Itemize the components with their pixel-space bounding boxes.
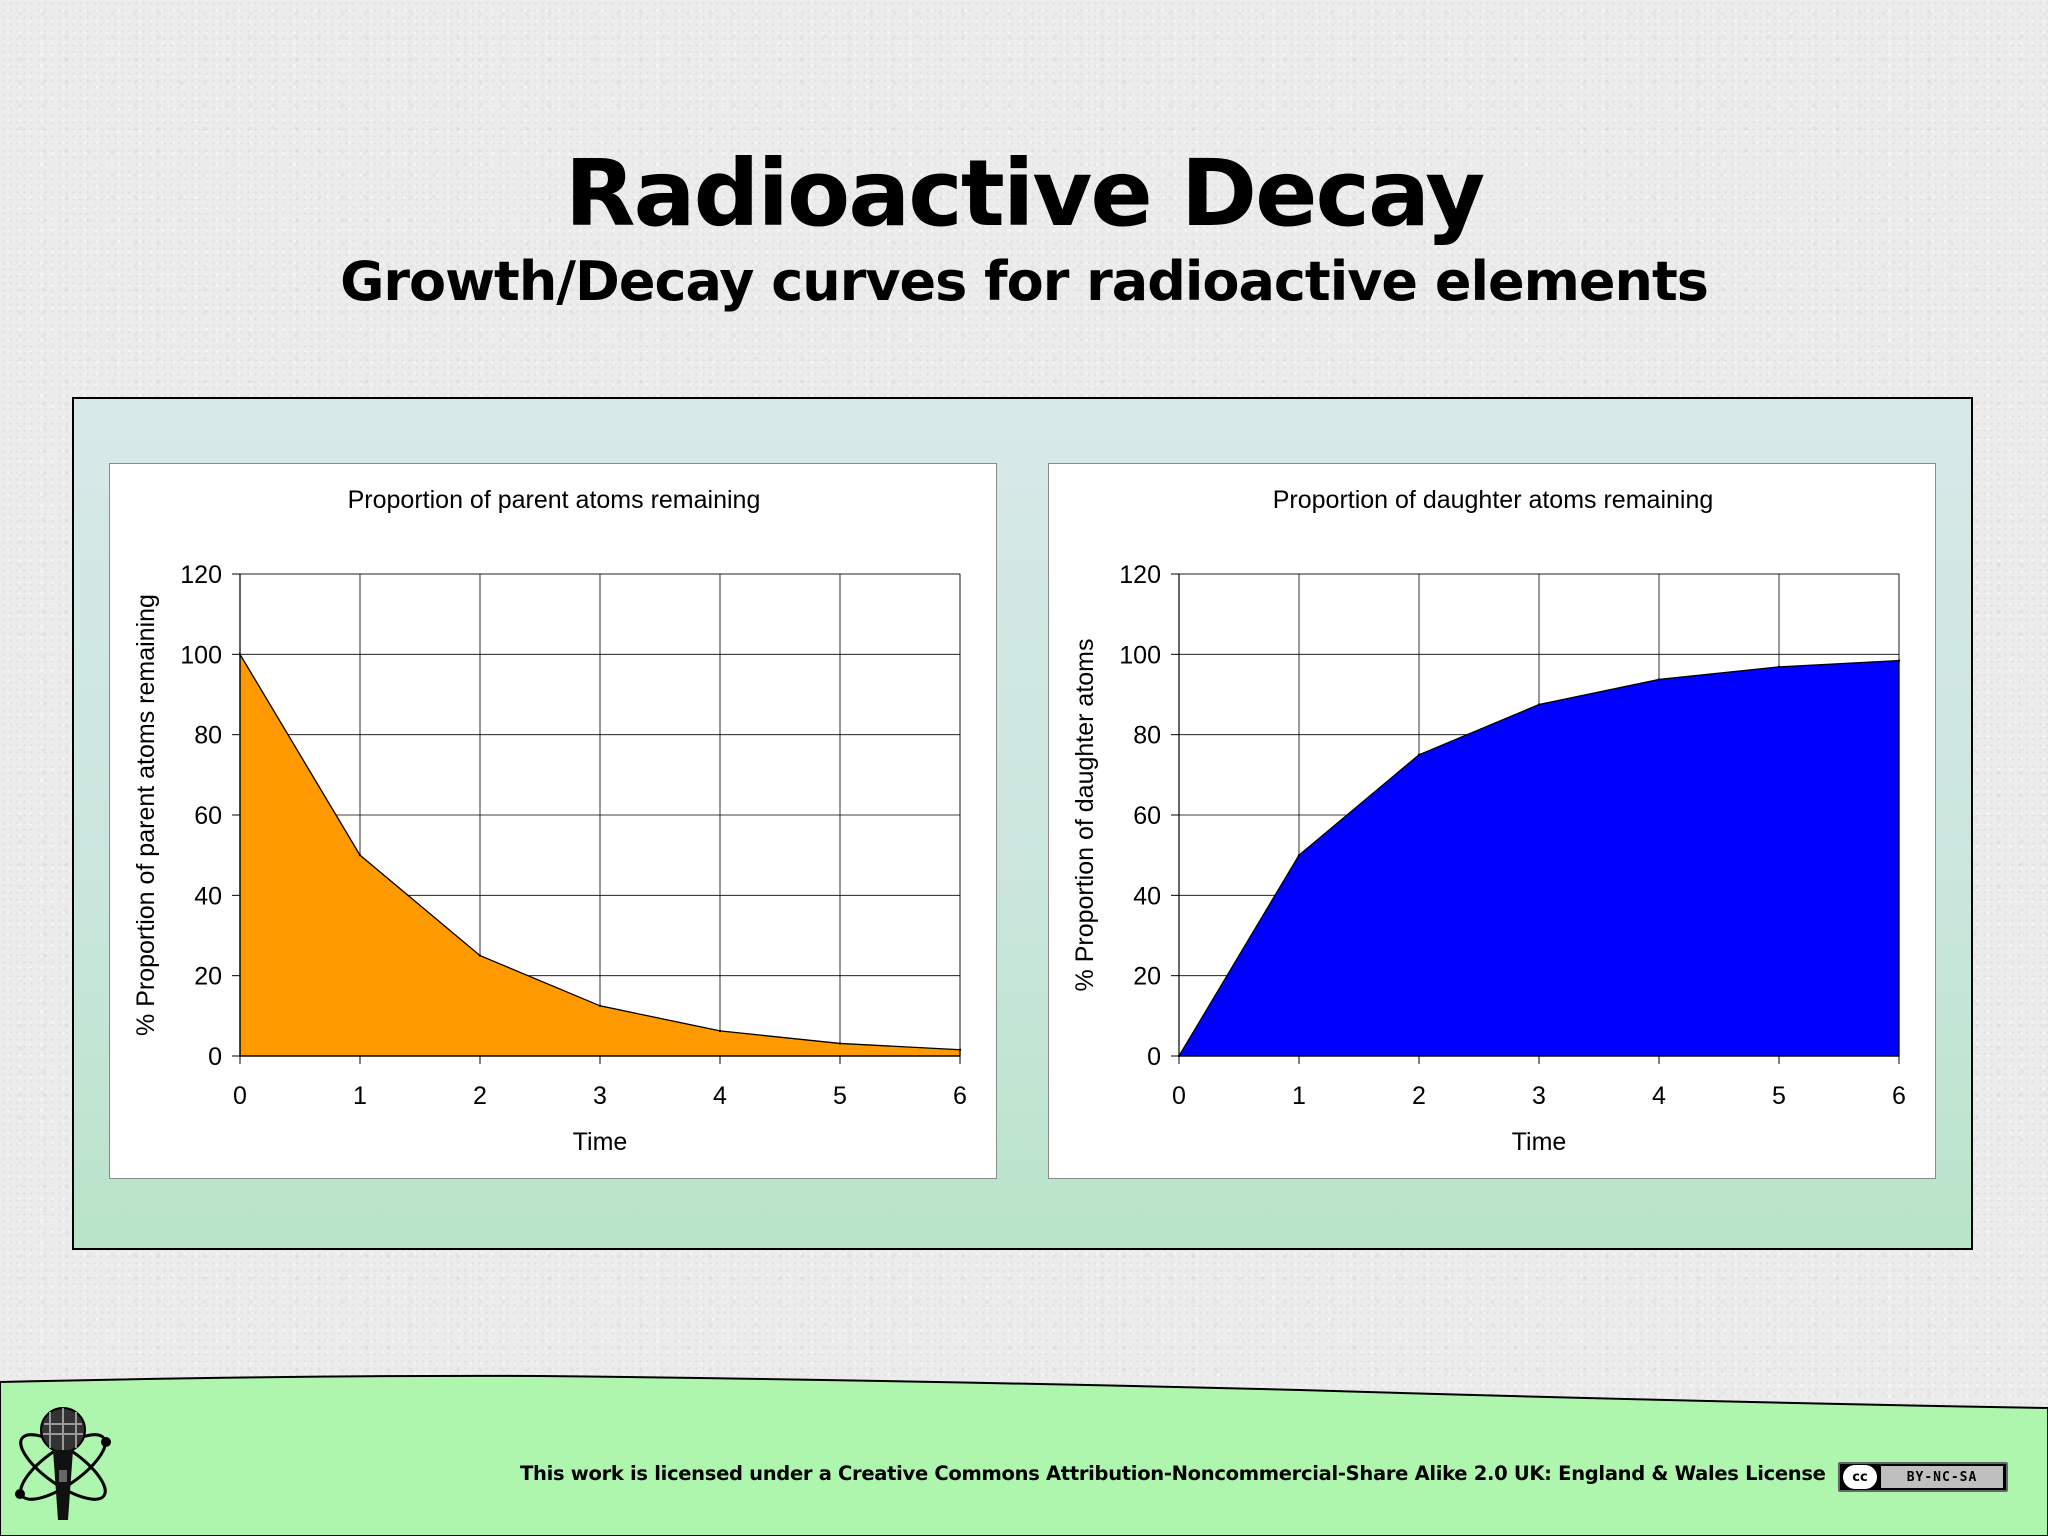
slide-title: Radioactive Decay (564, 140, 1486, 247)
parent-x-tick-label: 3 (593, 1082, 607, 1110)
parent-x-tick-label: 4 (713, 1082, 727, 1110)
parent-y-tick-label: 20 (194, 963, 222, 991)
daughter-y-tick-label: 0 (1147, 1043, 1161, 1071)
license-text[interactable]: This work is licensed under a Creative C… (520, 1462, 1826, 1485)
parent-data-point (598, 1004, 602, 1007)
parent-y-axis-label: % Proportion of parent atoms remaining (132, 594, 160, 1036)
cc-terms: BY-NC-SA (1881, 1466, 2003, 1488)
parent-y-tick-label: 100 (180, 641, 222, 669)
daughter-x-tick-label: 0 (1172, 1082, 1186, 1110)
daughter-data-point (1777, 665, 1781, 669)
cc-license-badge[interactable]: cc BY-NC-SA (1838, 1462, 2008, 1492)
daughter-y-tick-label: 60 (1133, 802, 1161, 830)
footer-band (0, 1370, 2048, 1536)
daughter-y-tick-label: 40 (1133, 882, 1161, 910)
parent-chart-svg: Proportion of parent atoms remaining0204… (132, 486, 967, 1156)
atom-microphone-icon (15, 1407, 111, 1520)
daughter-y-axis-label: % Proportion of daughter atoms (1071, 639, 1099, 992)
daughter-data-point (1417, 753, 1421, 756)
parent-chart: Proportion of parent atoms remaining 0 20 4… (109, 463, 997, 1179)
parent-area-series (239, 651, 961, 1057)
daughter-y-tick-label: 120 (1119, 561, 1161, 589)
daughter-x-tick-label: 1 (1292, 1082, 1306, 1110)
daughter-x-tick-label: 4 (1652, 1082, 1666, 1110)
daughter-x-tick-label: 2 (1412, 1082, 1426, 1110)
footer-wave (0, 1374, 2048, 1536)
parent-x-tick-label: 6 (953, 1082, 967, 1110)
daughter-data-point (1657, 678, 1661, 681)
daughter-chart-title: Proportion of daughter atoms remaining (1273, 486, 1714, 514)
parent-x-tick-label: 0 (233, 1082, 247, 1110)
parent-data-point (358, 853, 362, 857)
daughter-x-tick-label: 3 (1532, 1082, 1546, 1110)
slide-subtitle: Growth/Decay curves for radioactive elem… (340, 250, 1709, 313)
parent-y-tick-label: 80 (194, 722, 222, 750)
parent-chart-title: Proportion of parent atoms remaining (348, 486, 761, 514)
parent-y-tick-label: 0 (208, 1043, 222, 1071)
parent-y-tick-label: 60 (194, 802, 222, 830)
daughter-y-tick-label: 20 (1133, 963, 1161, 991)
parent-x-axis-label: Time (573, 1128, 628, 1156)
parent-y-tick-label: 120 (180, 561, 222, 589)
daughter-x-tick-label: 6 (1892, 1082, 1906, 1110)
parent-x-tick-label: 1 (353, 1082, 367, 1110)
parent-x-tick-label: 5 (833, 1082, 847, 1110)
daughter-data-point (1297, 853, 1301, 857)
daughter-x-axis-label: Time (1512, 1128, 1567, 1156)
daughter-y-tick-label: 100 (1119, 641, 1161, 669)
parent-data-point (478, 954, 482, 957)
daughter-chart-svg: Proportion of daughter atoms remaining 0 2… (1071, 486, 1906, 1156)
parent-data-point (958, 1048, 962, 1051)
parent-data-point (838, 1042, 842, 1045)
parent-data-point (718, 1029, 722, 1033)
parent-y-tick-label: 40 (194, 882, 222, 910)
cc-icon: cc (1843, 1465, 1877, 1489)
daughter-y-tick-label: 80 (1133, 722, 1161, 750)
daughter-x-tick-label: 5 (1772, 1082, 1786, 1110)
parent-x-tick-label: 2 (473, 1082, 487, 1110)
daughter-chart: Proportion of daughter atoms remaining 0 2… (1048, 463, 1936, 1179)
daughter-data-point (1537, 703, 1541, 706)
daughter-data-point (1897, 659, 1901, 662)
